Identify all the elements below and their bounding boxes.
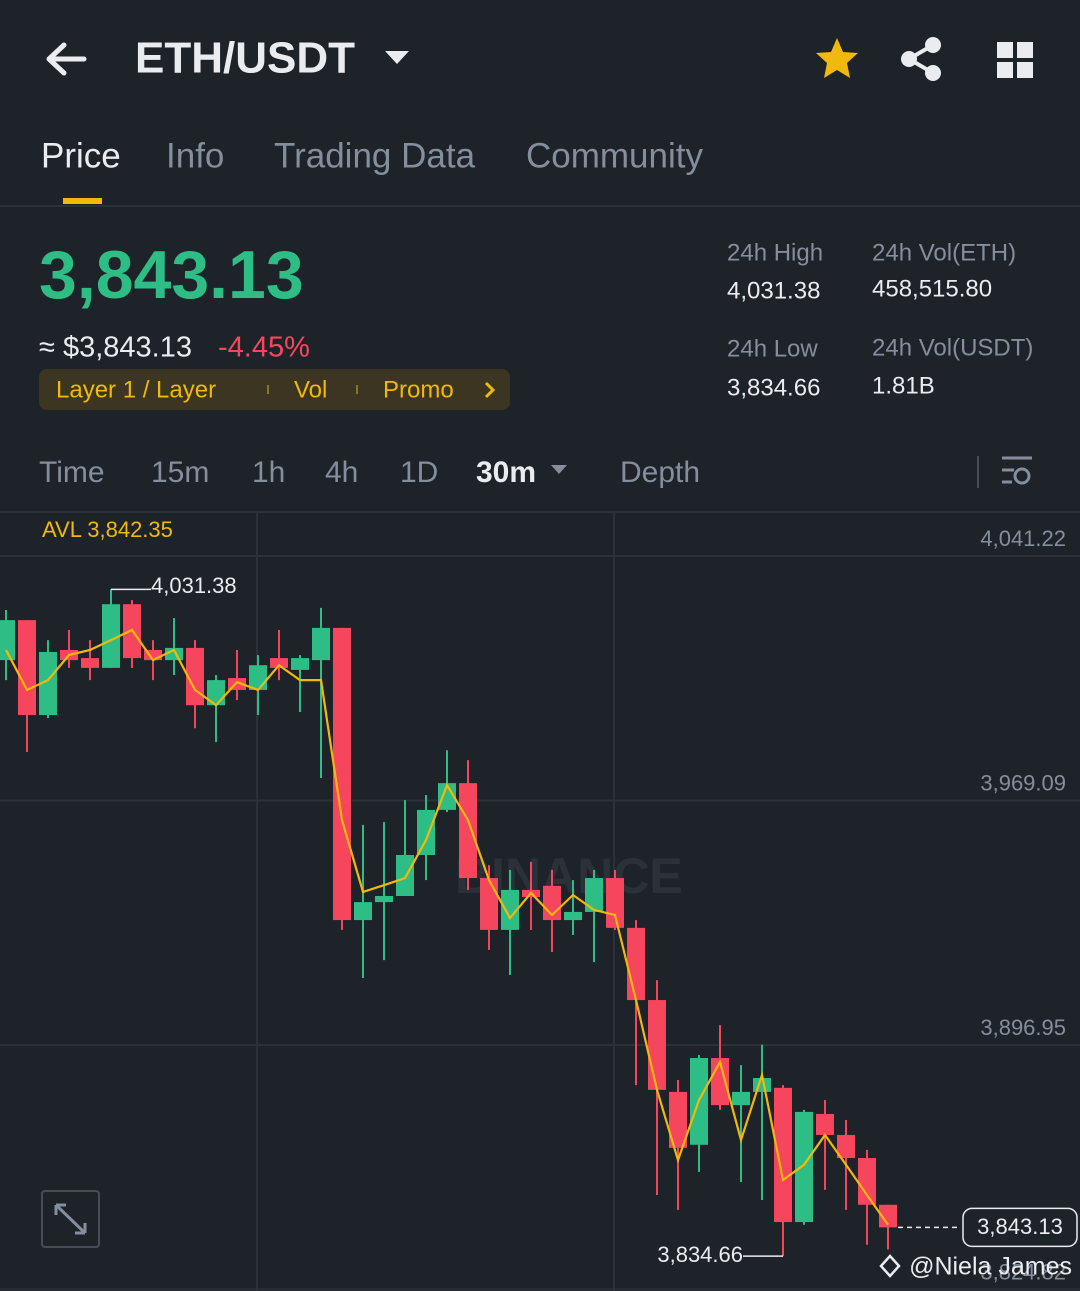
candle-body [669,1091,687,1148]
candle-body [396,854,414,897]
interval[interactable]: 1D [400,456,438,489]
tag-chevron [484,381,496,399]
chart-settings[interactable] [1002,456,1032,485]
candle-body [627,927,645,1001]
menu-square [997,42,1013,58]
stat-value: 458,515.80 [872,275,992,302]
candle-body [144,649,162,661]
y-tick-label: 4,041.22 [980,526,1066,551]
share-button[interactable] [901,37,941,81]
tab[interactable]: Community [526,136,703,175]
tag[interactable]: Vol [294,376,327,403]
tag[interactable]: Promo [383,376,454,403]
low-marker-label: 3,834.66 [657,1242,743,1267]
candle-body [186,647,204,706]
last-price: 3,843.13 [39,237,304,313]
avl-label: AVL 3,842.35 [42,517,173,542]
candle-body [774,1087,792,1223]
candle-body [312,627,330,661]
stat-label: 24h High [727,239,823,266]
settings-lines [1002,456,1032,484]
stat-label: 24h Low [727,335,818,362]
stat-value: 3,834.66 [727,374,820,401]
candle-body [438,783,456,810]
candle-body [501,889,519,930]
stat-label: 24h Vol(ETH) [872,239,1016,266]
candle-body [18,620,36,716]
candle-body [480,878,498,930]
candle-body [0,620,15,661]
interval[interactable]: 1h [252,456,285,489]
menu-button[interactable] [997,42,1033,78]
y-tick-label: 3,896.95 [980,1015,1066,1040]
menu-square [997,62,1013,78]
interval[interactable]: 15m [151,456,209,489]
y-tick-label: 3,824.82 [980,1259,1066,1284]
candle-body [39,651,57,716]
candle-body [837,1134,855,1159]
interval[interactable]: Depth [620,456,700,489]
usd-price: ≈ $3,843.13 [39,332,192,364]
menu-square [1017,42,1033,58]
high-marker-label: 4,031.38 [151,573,237,598]
interval-active[interactable]: 30m [476,456,536,489]
candle-body [354,902,372,921]
stat-label: 24h Vol(USDT) [872,334,1033,361]
stat-value: 4,031.38 [727,277,820,304]
candle-body [459,783,477,879]
interval[interactable]: Time [39,456,105,489]
candle-body [228,678,246,690]
back-button[interactable] [46,42,87,76]
back-icon [46,42,87,76]
interval[interactable]: 4h [325,456,358,489]
stat-value: 1.81B [872,372,935,399]
candle-body [795,1111,813,1223]
last-price-box [962,1207,1078,1248]
candle-body [585,878,603,912]
settings-gear [1013,467,1031,485]
y-tick-label: 3,969.09 [980,770,1066,795]
candle-body [816,1113,834,1135]
share-lines [905,43,935,75]
last-price-label: 3,843.13 [977,1214,1063,1239]
moving-average-line [5,628,889,1226]
tag-bar [39,369,510,410]
menu-square [1017,62,1033,78]
tab[interactable]: Trading Data [274,136,476,175]
tab-active[interactable]: Price [41,136,121,175]
candle-body [102,604,120,668]
tag[interactable]: Layer 1 / Layer [56,376,216,403]
credit-logo [879,1254,901,1278]
candle-body [81,658,99,668]
price-change: -4.45% [218,332,310,364]
credit-watermark: @Niela James [909,1253,1072,1281]
pair-dropdown[interactable] [385,51,409,64]
candle-body [606,878,624,928]
expand-icon [54,1203,87,1235]
candle-body [417,809,435,855]
candle-body [249,665,267,690]
tab-indicator [63,198,102,204]
favorite-star[interactable] [816,38,858,78]
candle-body [648,1000,666,1090]
interval-dropdown[interactable] [551,465,567,474]
candle-body [732,1091,750,1106]
candle-body [333,627,351,921]
tab[interactable]: Info [166,136,224,175]
candle-body [270,658,288,668]
candle-body [375,896,393,903]
candle-body [564,911,582,921]
expand-button[interactable] [41,1190,100,1248]
candle-body [858,1158,876,1205]
pair-title[interactable]: ETH/USDT [135,34,355,83]
candle-body [291,658,309,670]
candlestick-chart: BINANCE4,041.223,969.093,896.953,824.82A… [0,512,1080,1291]
candle-body [879,1204,897,1228]
